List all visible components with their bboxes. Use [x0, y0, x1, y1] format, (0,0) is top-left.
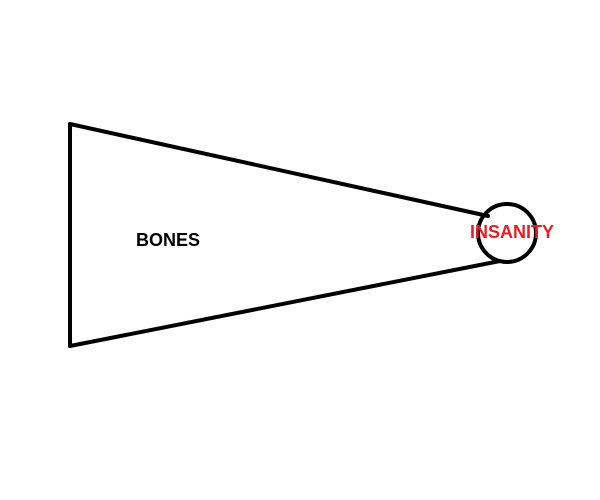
- insanity-label: INSANITY: [470, 222, 554, 242]
- tip-circle: [476, 202, 538, 264]
- bones-label: BONES: [136, 230, 200, 250]
- cone-bottom-edge: [68, 259, 502, 348]
- cone-top-edge: [68, 122, 490, 218]
